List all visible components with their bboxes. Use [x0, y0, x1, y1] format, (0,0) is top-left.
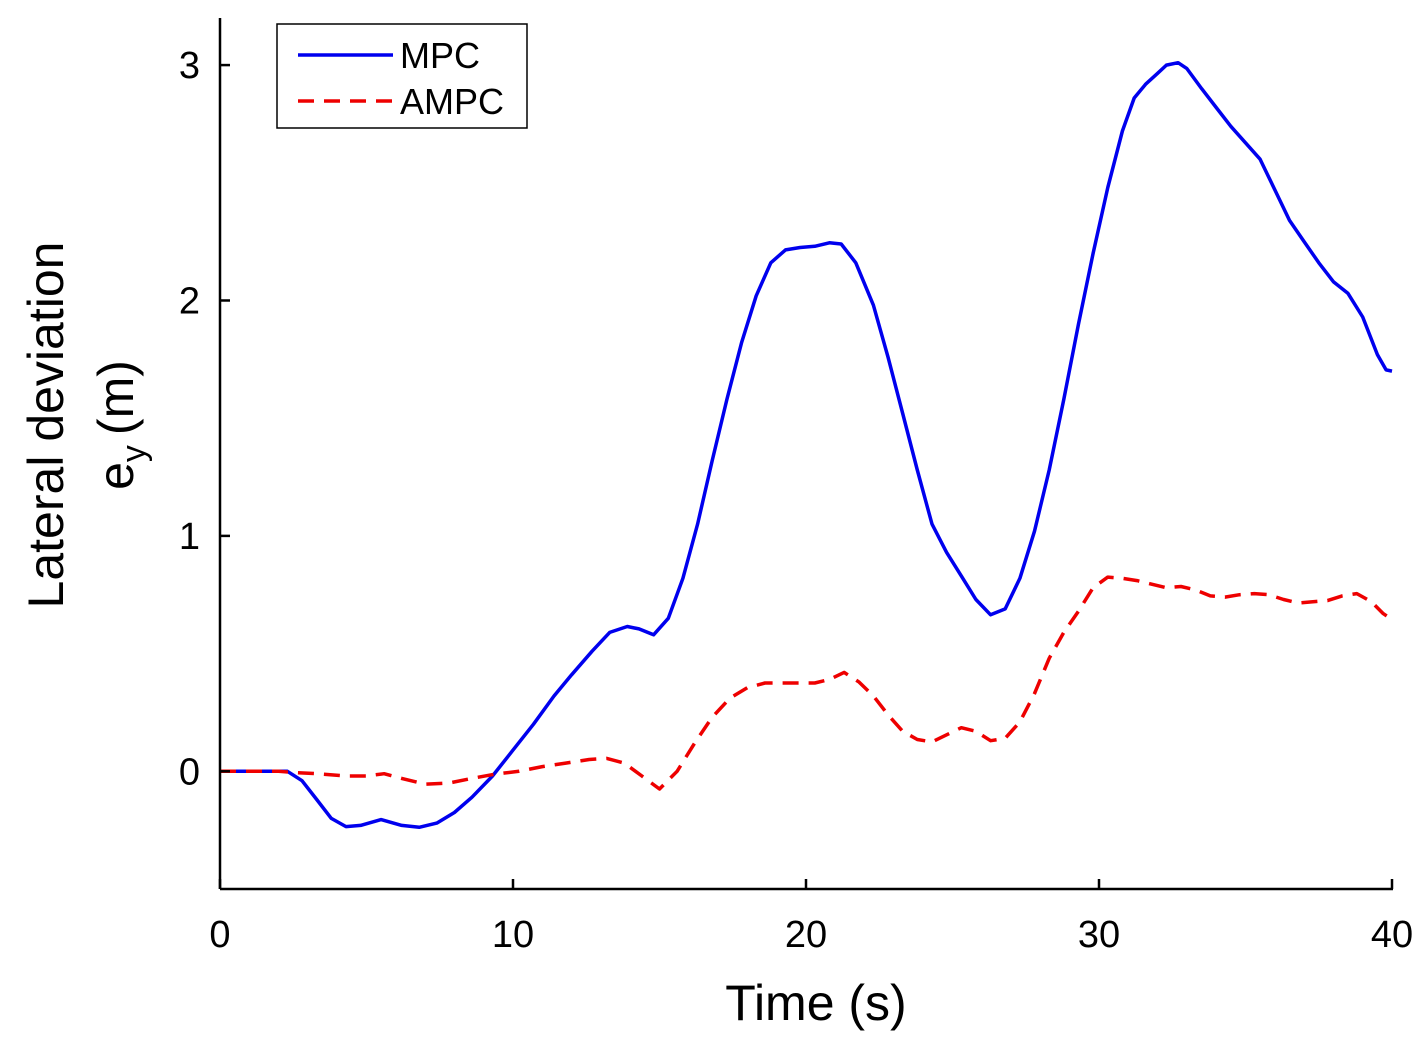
y-tick-label: 1	[179, 516, 200, 558]
legend-box	[276, 23, 528, 129]
x-tick-label: 20	[785, 914, 827, 956]
x-tick-label: 40	[1371, 914, 1413, 956]
y-axis-title-line1: Lateral deviation	[18, 242, 74, 609]
series-line-mpc	[220, 60, 1393, 830]
y-axis-title-subscript: y	[115, 445, 153, 462]
series-line-ampc	[220, 575, 1393, 791]
x-tick-label: 30	[1078, 914, 1120, 956]
y-axis-title-symbol: e	[88, 462, 144, 490]
plot-lines	[220, 60, 1393, 830]
x-ticks: 0 10 20 30 40	[209, 879, 1413, 956]
y-axis-title-unit: (m)	[88, 360, 144, 435]
legend-label-mpc: MPC	[400, 35, 480, 76]
y-tick-label: 2	[179, 280, 200, 322]
x-axis-title: Time (s)	[725, 975, 906, 1031]
legend: MPC AMPC	[276, 23, 528, 129]
x-tick-label: 10	[492, 914, 534, 956]
legend-label-ampc: AMPC	[400, 81, 504, 122]
y-ticks: 0 1 2 3	[179, 45, 230, 793]
y-tick-label: 3	[179, 45, 200, 87]
x-tick-label: 0	[209, 914, 230, 956]
y-axis-title-line2: ey (m)	[88, 360, 153, 490]
y-tick-label: 0	[179, 751, 200, 793]
